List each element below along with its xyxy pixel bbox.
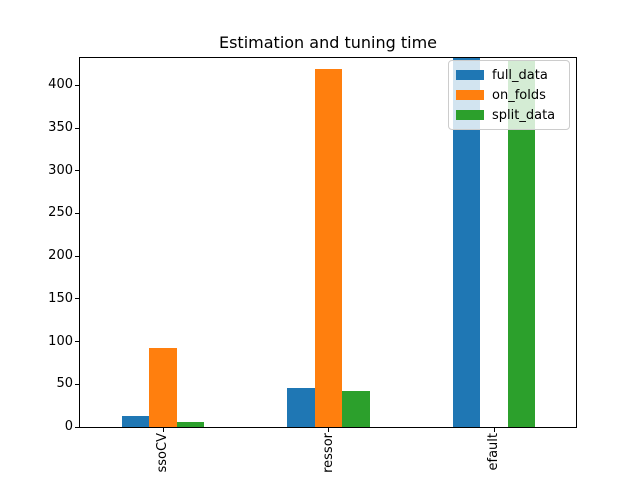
legend: full_data on_folds split_data [448,60,570,130]
x-tick-mark [328,428,329,432]
y-tick-label: 300 [48,163,73,178]
bar-full_data-1 [287,387,315,427]
y-tick-label: 50 [56,376,73,391]
bar-full_data-0 [121,415,150,427]
x-tick-label: ssoCV [155,433,170,473]
legend-label: full_data [492,67,548,83]
legend-swatch-full_data [456,70,484,80]
x-tick-mark [162,428,164,432]
y-tick-mark [75,341,79,342]
legend-label: split_data [492,107,556,123]
y-tick-label: 150 [48,291,73,306]
legend-label: on_folds [492,87,546,103]
chart-title: Estimation and tuning time [218,33,437,52]
y-tick-label: 250 [48,205,73,220]
y-tick-mark [75,298,79,299]
y-tick-mark [75,170,79,171]
y-tick-mark [75,384,79,385]
bar-on_folds-0 [149,348,177,427]
y-tick-mark [75,85,79,86]
y-tick-label: 200 [48,248,73,263]
x-tick-label: ressor [320,433,336,473]
y-tick-label: 0 [64,419,73,434]
legend-swatch-split_data [456,110,484,120]
legend-entry-on_folds: on_folds [456,88,562,103]
y-tick-label: 400 [48,77,73,92]
y-tick-mark [75,213,79,214]
y-tick-label: 100 [48,334,73,349]
x-tick-mark [493,428,495,432]
bar-on_folds-1 [314,69,343,427]
bar-split_data-1 [342,391,370,427]
y-tick-label: 350 [48,120,73,135]
legend-entry-full_data: full_data [456,68,562,83]
y-tick-mark [75,128,79,129]
legend-swatch-on_folds [456,90,484,100]
x-tick-label: efault [486,433,501,471]
bar-split_data-0 [176,421,205,427]
y-tick-mark [75,256,79,257]
legend-entry-split_data: split_data [456,108,562,123]
y-tick-mark [75,427,79,428]
